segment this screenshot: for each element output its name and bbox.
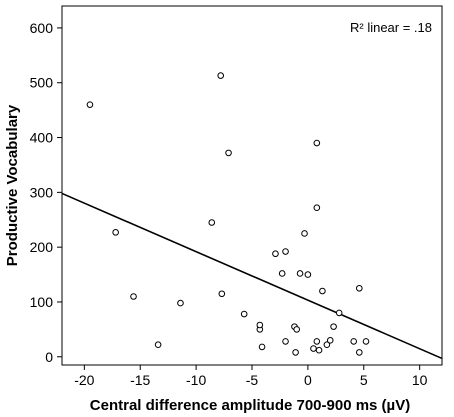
data-point [330, 323, 337, 330]
x-tick-label: -5 [246, 372, 259, 388]
data-point [362, 338, 370, 345]
data-point [355, 349, 363, 356]
y-axis-title: Productive Vocabulary [4, 104, 21, 266]
data-point [304, 271, 312, 278]
x-tick-label: 5 [360, 372, 368, 388]
data-point [335, 309, 343, 317]
data-point [256, 321, 264, 329]
y-tick-label: 0 [45, 349, 53, 365]
data-point [301, 230, 308, 237]
x-axis-title: Central difference amplitude 700-900 ms … [90, 397, 410, 414]
data-point [292, 349, 299, 356]
data-point [323, 341, 331, 349]
data-point [293, 326, 301, 333]
y-tick-label: 200 [30, 239, 54, 255]
data-point [258, 343, 266, 351]
data-point [326, 337, 334, 344]
data-point [310, 345, 317, 352]
data-point [355, 284, 363, 292]
data-point [130, 293, 137, 300]
data-point [272, 250, 279, 258]
regression-line [61, 192, 443, 360]
y-tick-label: 600 [30, 20, 54, 36]
x-tick-label: -10 [186, 372, 206, 388]
data-point [282, 248, 289, 255]
y-tick-label: 500 [30, 75, 54, 91]
data-point [319, 287, 326, 295]
data-point [296, 270, 304, 277]
x-tick-label: -15 [130, 372, 150, 388]
data-point [350, 338, 358, 345]
data-point [282, 338, 289, 345]
data-point [154, 341, 162, 349]
data-point [240, 310, 248, 318]
plot-area [61, 5, 443, 366]
data-point [112, 229, 119, 236]
x-tick-label: -20 [74, 372, 94, 388]
x-tick-label: 10 [412, 372, 428, 388]
y-tick-label: 300 [30, 184, 54, 200]
data-point [315, 346, 323, 354]
data-point [218, 290, 226, 298]
data-point [278, 270, 286, 277]
r-squared-annotation: R² linear = .18 [350, 20, 432, 35]
data-point [208, 219, 216, 226]
data-point [225, 149, 232, 157]
data-point [313, 338, 321, 345]
data-point [217, 72, 225, 79]
data-point [313, 139, 321, 147]
regression-line-group [61, 192, 443, 360]
data-point [313, 204, 321, 211]
x-tick-label: 0 [304, 372, 312, 388]
y-tick-label: 100 [30, 294, 54, 310]
data-points [86, 72, 370, 356]
data-point [177, 299, 184, 307]
data-point [86, 101, 94, 108]
y-tick-label: 400 [30, 130, 54, 146]
